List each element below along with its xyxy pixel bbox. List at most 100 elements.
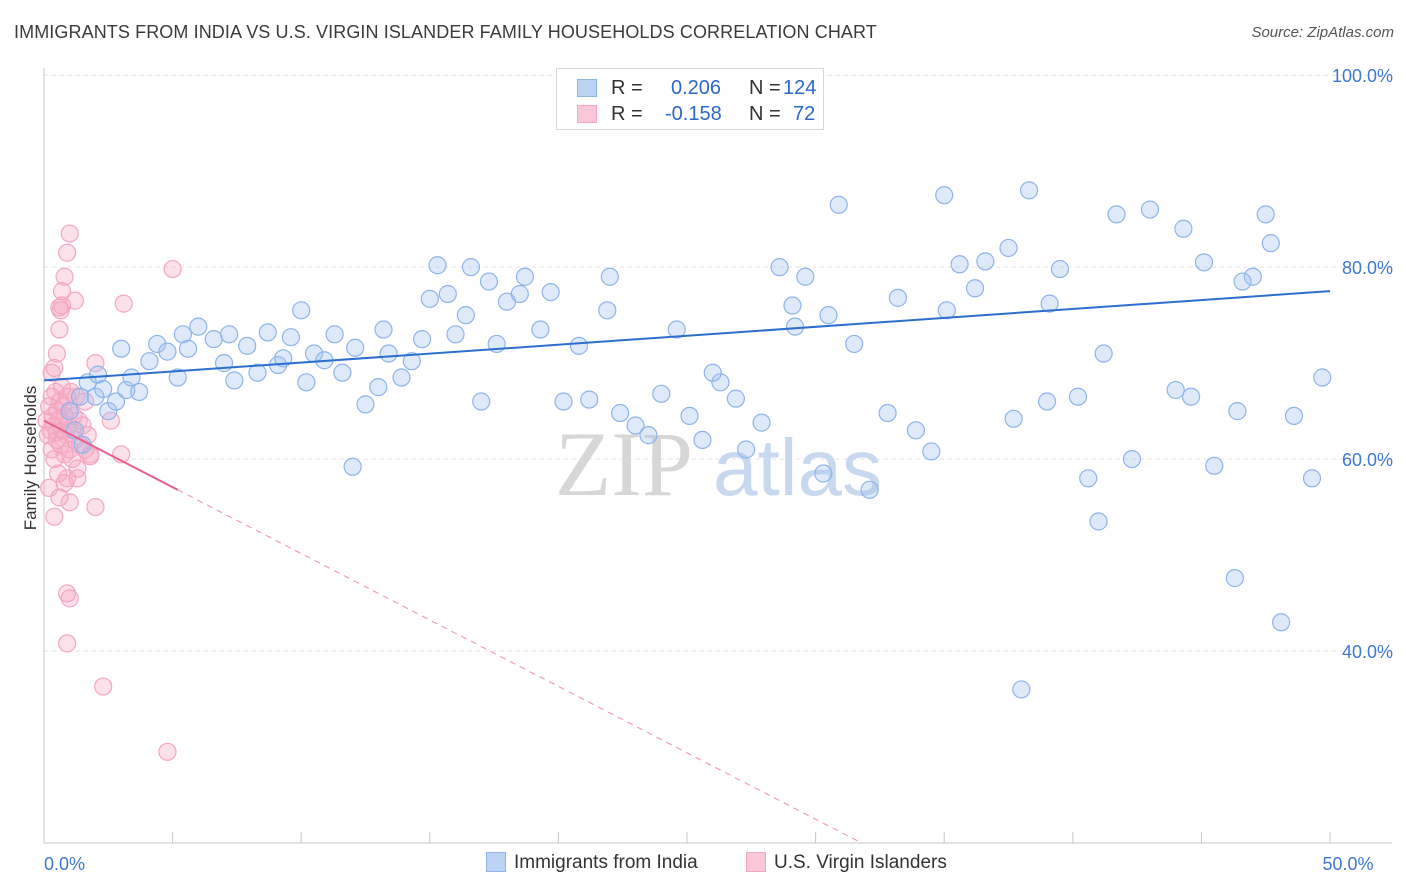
data-point-india xyxy=(356,395,375,414)
data-point-virgin-islanders xyxy=(55,267,74,286)
data-point-india xyxy=(737,440,756,459)
data-point-india xyxy=(168,368,187,387)
data-point-india xyxy=(461,258,481,277)
legend-r-label: R = xyxy=(611,77,643,99)
data-point-india xyxy=(580,390,599,409)
legend-swatch-virgin-islanders xyxy=(577,105,597,123)
data-point-india xyxy=(379,344,398,363)
data-point-india xyxy=(392,368,411,387)
data-point-india xyxy=(845,334,864,354)
grid-lines xyxy=(44,74,1392,652)
axes xyxy=(43,68,1392,844)
data-point-india xyxy=(1037,392,1057,411)
legend-n-value-virgin-islanders: 72 xyxy=(793,103,816,125)
data-point-virgin-islanders xyxy=(60,224,79,243)
data-point-india xyxy=(402,352,421,371)
legend-r-value-india: 0.206 xyxy=(671,77,722,99)
legend-r-value-virgin-islanders: -0.158 xyxy=(665,103,722,125)
bottom-legend-india: Immigrants from India xyxy=(486,852,698,874)
data-point-india xyxy=(906,421,926,440)
data-point-india xyxy=(1256,205,1275,224)
data-point-india xyxy=(1019,181,1039,200)
data-point-india xyxy=(1122,449,1142,469)
data-point-india xyxy=(420,289,439,308)
y-tick-label: 80.0% xyxy=(1342,258,1393,278)
data-point-virgin-islanders xyxy=(60,589,79,608)
data-point-india xyxy=(346,338,365,357)
tick-labels: 100.0% 80.0% 60.0% 40.0% 0.0% 50.0% xyxy=(44,66,1393,874)
data-point-india xyxy=(752,413,771,432)
data-point-india xyxy=(1313,368,1332,387)
data-point-virgin-islanders xyxy=(68,459,87,478)
data-point-virgin-islanders xyxy=(45,358,64,378)
data-point-india xyxy=(693,430,712,450)
data-point-india xyxy=(238,336,257,355)
data-point-india xyxy=(829,195,848,214)
data-point-india xyxy=(479,272,499,291)
chart-title: IMMIGRANTS FROM INDIA VS U.S. VIRGIN ISL… xyxy=(14,22,877,42)
data-point-india xyxy=(598,301,617,320)
data-point-india xyxy=(130,382,149,402)
trend-line-virgin-islanders-extension xyxy=(177,489,862,844)
data-point-india xyxy=(106,392,126,411)
data-point-india xyxy=(999,238,1018,258)
data-point-india xyxy=(950,255,969,274)
data-point-virgin-islanders xyxy=(163,259,182,279)
data-point-india xyxy=(94,379,113,399)
data-point-india xyxy=(1068,387,1088,406)
data-point-india xyxy=(333,363,352,382)
trend-line-virgin-islanders xyxy=(43,419,179,491)
data-point-india xyxy=(1194,253,1214,272)
data-point-india xyxy=(220,325,239,344)
data-point-virgin-islanders xyxy=(58,584,77,603)
data-point-india xyxy=(531,320,550,339)
data-point-india xyxy=(888,288,908,307)
data-point-india xyxy=(1166,380,1185,400)
bottom-legend-swatch-india xyxy=(486,852,506,872)
data-point-india xyxy=(1107,205,1126,224)
data-point-india xyxy=(225,371,244,390)
data-point-india xyxy=(1140,200,1160,219)
data-point-india xyxy=(297,373,316,392)
data-point-india xyxy=(1004,409,1023,428)
data-point-india xyxy=(976,252,995,271)
data-point-india xyxy=(178,339,198,358)
bottom-legend-swatch-virgin-islanders xyxy=(746,852,766,872)
y-tick-label: 40.0% xyxy=(1342,642,1393,662)
data-point-india xyxy=(99,402,118,421)
data-point-india xyxy=(680,406,699,426)
data-point-india xyxy=(70,387,90,406)
legend-n-label: N = xyxy=(749,77,781,99)
legend-r-label: R = xyxy=(611,103,643,125)
data-point-india xyxy=(1228,402,1247,421)
data-point-india xyxy=(456,306,475,325)
data-point-india xyxy=(711,373,730,392)
watermark-atlas: atlas xyxy=(713,423,882,512)
bottom-legend-label-india: Immigrants from India xyxy=(514,852,698,873)
data-point-india xyxy=(785,317,805,336)
data-point-virgin-islanders xyxy=(50,298,69,317)
data-point-india xyxy=(1284,406,1304,426)
data-point-india xyxy=(122,368,141,387)
data-point-virgin-islanders xyxy=(49,464,68,483)
data-point-india xyxy=(1272,613,1291,632)
data-point-india xyxy=(569,336,589,355)
data-point-india xyxy=(1182,387,1201,406)
data-point-india xyxy=(541,283,560,302)
data-point-virgin-islanders xyxy=(42,363,61,382)
data-point-india xyxy=(965,279,985,298)
data-point-virgin-islanders xyxy=(158,742,177,761)
data-point-virgin-islanders xyxy=(58,634,77,653)
data-point-india xyxy=(1174,219,1193,238)
bottom-legend-virgin-islanders: U.S. Virgin Islanders xyxy=(746,852,947,874)
data-point-india xyxy=(1243,267,1262,286)
data-point-virgin-islanders xyxy=(58,243,77,262)
data-point-india xyxy=(770,258,789,277)
data-point-india xyxy=(667,320,686,339)
data-point-india xyxy=(860,480,879,499)
data-point-india xyxy=(1233,272,1252,291)
data-point-india xyxy=(140,352,159,371)
data-point-india xyxy=(510,284,529,304)
x-tick-label: 0.0% xyxy=(44,854,85,874)
